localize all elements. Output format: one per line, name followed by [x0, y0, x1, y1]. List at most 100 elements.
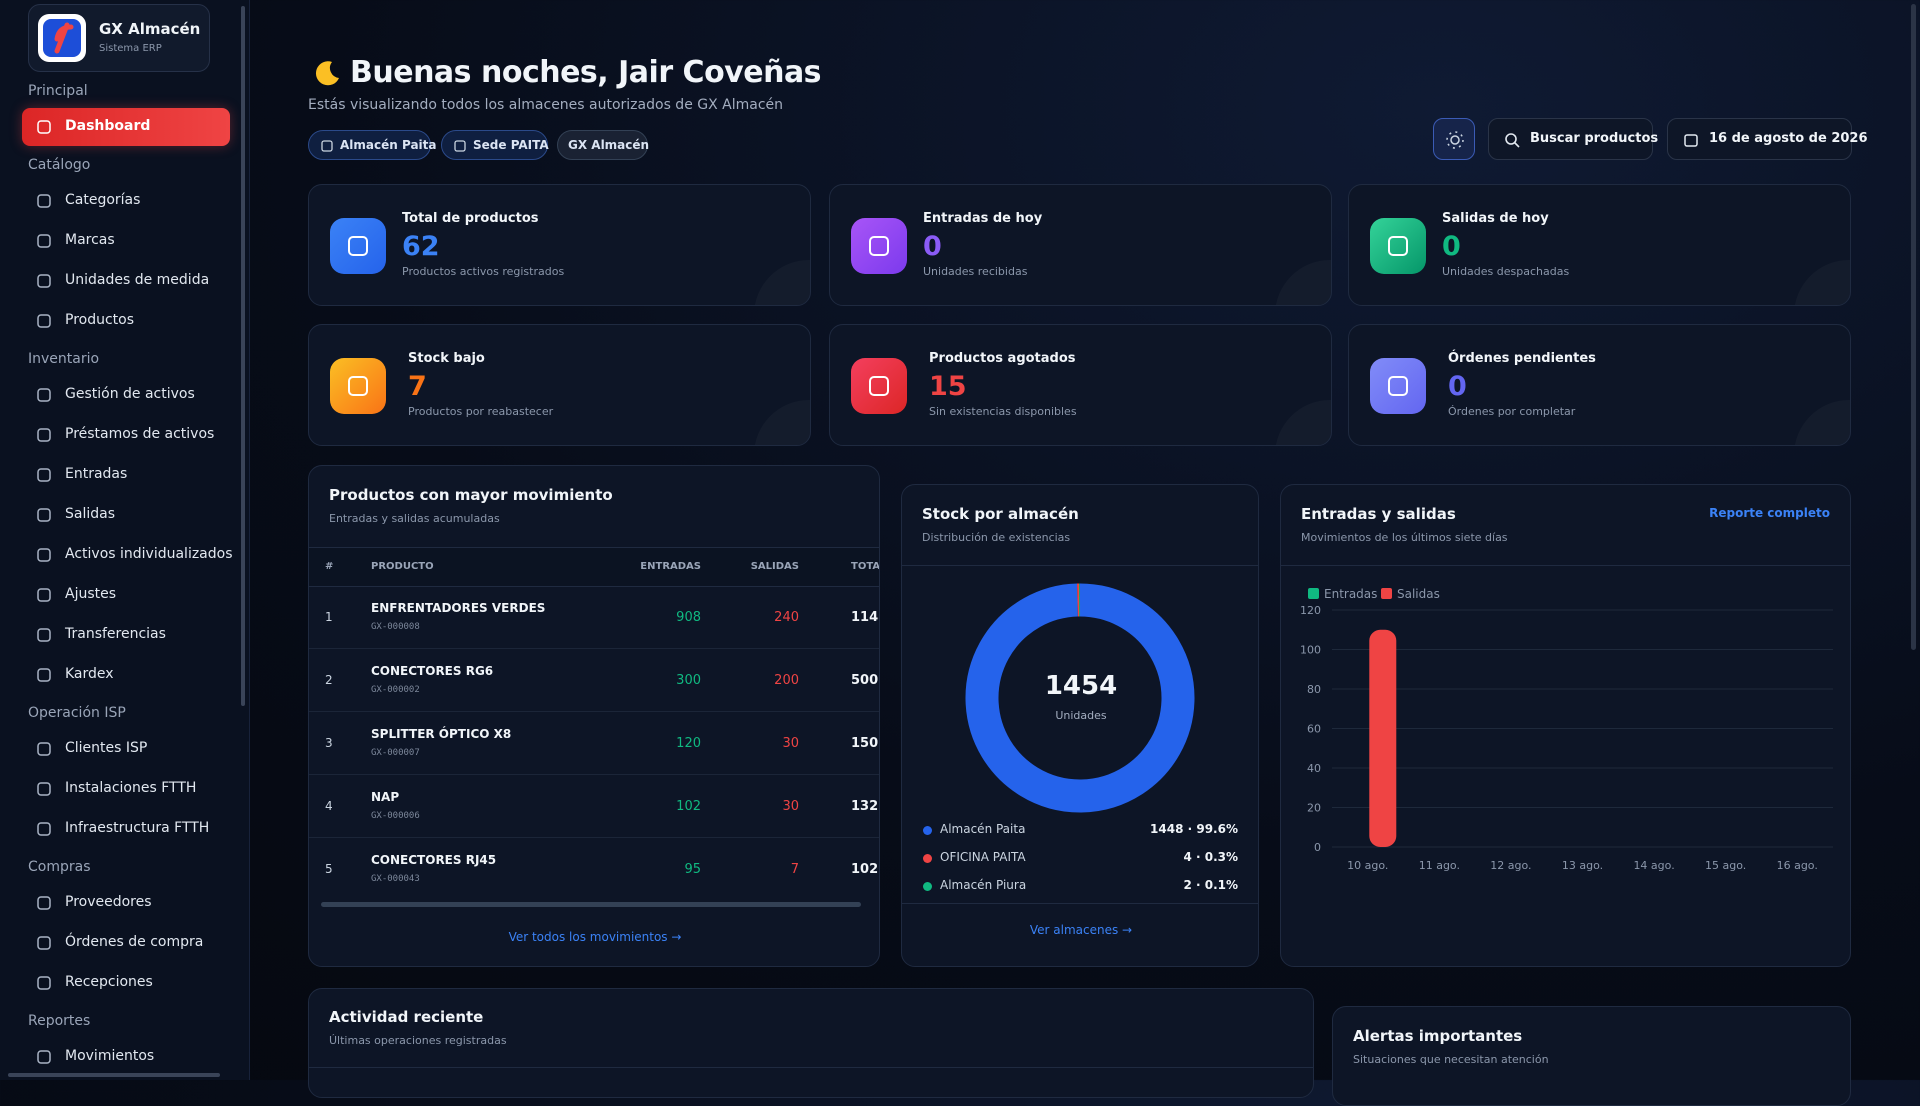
nav-section-title: Compras — [28, 859, 91, 875]
sidebar-hscrollbar — [8, 1073, 220, 1077]
icon-shape — [38, 1051, 50, 1063]
card-subtitle: Situaciones que necesitan atención — [1353, 1053, 1549, 1066]
greeting-subtitle: Estás visualizando todos los almacenes a… — [308, 97, 783, 113]
nav-icon — [36, 975, 52, 991]
date-button[interactable]: 16 de agosto de 2026 — [1667, 118, 1852, 160]
salidas: 30 — [782, 799, 799, 814]
nav-item[interactable]: Gestión de activos — [22, 376, 230, 414]
table-scrollbar — [321, 902, 861, 907]
nav-icon — [36, 547, 52, 563]
icon-glyph — [1386, 234, 1410, 258]
nav-item[interactable]: Infraestructura FTTH — [22, 810, 230, 848]
nav-label: Transferencias — [65, 626, 166, 642]
icon-shape — [38, 195, 50, 207]
card-decor — [1275, 400, 1332, 446]
glyph — [349, 377, 367, 395]
nav-icon — [36, 781, 52, 797]
nav-item[interactable]: Recepciones — [22, 964, 230, 1002]
product-code: GX-000043 — [371, 874, 420, 884]
nav-item[interactable]: Productos — [22, 302, 230, 340]
icon-shape — [38, 629, 50, 641]
entradas: 95 — [684, 862, 701, 877]
glyph — [870, 377, 888, 395]
stat-value: 0 — [1448, 371, 1467, 402]
nav-item[interactable]: Préstamos de activos — [22, 416, 230, 454]
chip-label: Almacén Paita — [340, 138, 437, 152]
card-decor — [1794, 260, 1851, 306]
entradas: 300 — [676, 673, 701, 688]
stat-icon — [851, 358, 907, 414]
nav-item[interactable]: Órdenes de compra — [22, 924, 230, 962]
nav-icon — [36, 119, 52, 135]
nav-item[interactable]: Activos individualizados — [22, 536, 230, 574]
nav-item[interactable]: Instalaciones FTTH — [22, 770, 230, 808]
view-all-link[interactable]: Ver todos los movimientos → — [309, 930, 880, 944]
total: 500 — [851, 673, 878, 688]
card-decor — [1275, 260, 1332, 306]
card-title: Stock por almacén — [922, 505, 1079, 523]
rank: 5 — [325, 862, 333, 876]
icon-shape — [38, 783, 50, 795]
nav-item[interactable]: Salidas — [22, 496, 230, 534]
nav-item[interactable]: Clientes ISP — [22, 730, 230, 768]
product-code: GX-000008 — [371, 622, 420, 632]
y-tick-label: 20 — [1307, 802, 1321, 815]
nav-label: Proveedores — [65, 894, 152, 910]
glyph — [870, 237, 888, 255]
stat-value: 15 — [929, 371, 967, 402]
column-header: ENTRADAS — [640, 561, 701, 572]
nav-item[interactable]: Transferencias — [22, 616, 230, 654]
row-divider — [309, 774, 880, 775]
row-divider — [309, 648, 880, 649]
nav-item[interactable]: Kardex — [22, 656, 230, 694]
y-tick-label: 100 — [1300, 644, 1321, 657]
nav-item[interactable]: Entradas — [22, 456, 230, 494]
x-tick-label: 12 ago. — [1490, 859, 1531, 872]
nav-icon — [36, 193, 52, 209]
nav-section-title: Inventario — [28, 351, 99, 367]
nav-item[interactable]: Ajustes — [22, 576, 230, 614]
legend-label: Entradas — [1324, 587, 1377, 601]
column-header: PRODUCTO — [371, 561, 434, 572]
legend-swatch — [1381, 588, 1392, 599]
stat-note: Unidades recibidas — [923, 265, 1027, 278]
nav-section-title: Catálogo — [28, 157, 90, 173]
nav-icon — [36, 467, 52, 483]
card-decor — [754, 260, 811, 306]
salidas: 200 — [774, 673, 799, 688]
nav-item[interactable]: Dashboard — [22, 108, 230, 146]
stat-value: 0 — [923, 231, 942, 262]
nav-item[interactable]: Movimientos — [22, 1038, 230, 1076]
icon-shape — [38, 121, 50, 133]
search-button[interactable]: Buscar productos — [1488, 118, 1653, 160]
nav-label: Movimientos — [65, 1048, 154, 1064]
column-header: TOTAL — [851, 561, 880, 572]
search-icon — [1504, 132, 1520, 148]
nav-item[interactable]: Categorías — [22, 182, 230, 220]
card-title: Alertas importantes — [1353, 1027, 1522, 1045]
legend-dot — [923, 882, 932, 891]
nav-item[interactable]: Proveedores — [22, 884, 230, 922]
column-header: SALIDAS — [751, 561, 799, 572]
nav-label: Dashboard — [65, 118, 150, 134]
legend-value: 4 · 0.3% — [1183, 850, 1238, 864]
filter-chip[interactable]: Sede PAITA — [441, 130, 548, 160]
nav-label: Clientes ISP — [65, 740, 147, 756]
view-warehouses-link[interactable]: Ver almacenes → — [902, 923, 1259, 937]
legend-value: 2 · 0.1% — [1183, 878, 1238, 892]
icon-shape — [38, 897, 50, 909]
stat-title: Entradas de hoy — [923, 211, 1042, 226]
report-link[interactable]: Reporte completo — [1709, 506, 1830, 520]
nav-item[interactable]: Marcas — [22, 222, 230, 260]
product-name: CONECTORES RJ45 — [371, 853, 496, 867]
filter-chip[interactable]: GX Almacén — [557, 130, 648, 160]
theme-toggle[interactable] — [1433, 118, 1475, 160]
card-decor — [1794, 400, 1851, 446]
icon-shape — [38, 315, 50, 327]
filter-chip[interactable]: Almacén Paita — [308, 130, 431, 160]
nav-item[interactable]: Unidades de medida — [22, 262, 230, 300]
nav-label: Órdenes de compra — [65, 934, 203, 950]
